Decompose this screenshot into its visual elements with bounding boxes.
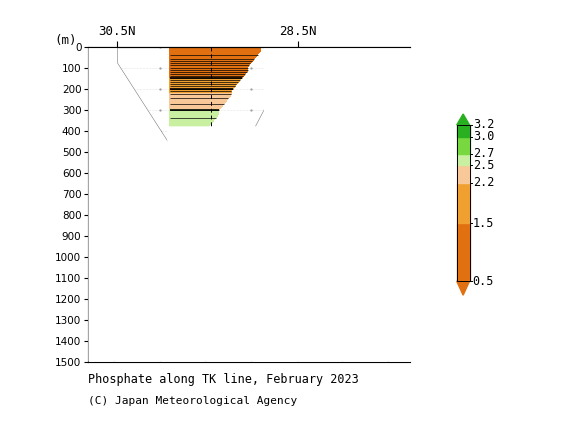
Polygon shape [457,165,470,183]
Polygon shape [457,137,470,154]
Text: (C) Japan Meteorological Agency: (C) Japan Meteorological Agency [88,396,298,406]
Text: 2.2: 2.2 [473,176,494,190]
Polygon shape [167,47,298,362]
Polygon shape [457,114,470,125]
Text: 3.2: 3.2 [473,118,494,132]
Text: (m): (m) [55,33,77,47]
Text: 2.5: 2.5 [473,159,494,172]
Polygon shape [457,154,470,165]
Polygon shape [457,281,470,295]
Polygon shape [88,47,167,362]
Text: 2.7: 2.7 [473,147,494,160]
Polygon shape [240,47,410,362]
Polygon shape [457,223,470,281]
Text: 1.5: 1.5 [473,217,494,230]
Text: 3.0: 3.0 [473,130,494,143]
Polygon shape [457,183,470,223]
Polygon shape [457,125,470,137]
Text: Phosphate along TK line, February 2023: Phosphate along TK line, February 2023 [88,373,359,386]
Text: 0.5: 0.5 [473,275,494,288]
